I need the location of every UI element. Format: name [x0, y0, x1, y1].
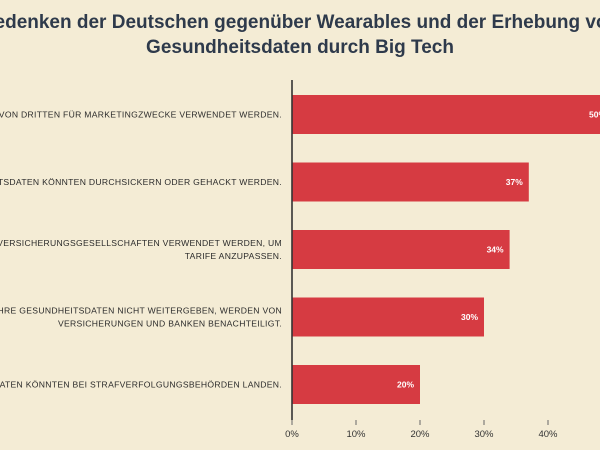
category-label-1: DATEN VON DRITTEN FÜR MARKETINGZWECKE VE…	[0, 110, 282, 120]
category-label-3-line-2: TARIFE ANZUPASSEN.	[185, 251, 282, 261]
data-label-3: 34%	[487, 245, 504, 255]
bar-2	[292, 162, 529, 202]
category-label-3-line-1: DATEN VON VERSICHERUNGSGESELLSCHAFTEN VE…	[0, 238, 282, 248]
bar-3	[292, 230, 510, 269]
category-label-5: DATEN KÖNNTEN BEI STRAFVERFOLGUNGSBEHÖRD…	[0, 380, 282, 390]
x-tick-label-4: 30%	[474, 429, 494, 440]
data-label-1: 50%	[589, 110, 600, 120]
category-label-4-line-2: VERSICHERUNGEN UND BANKEN BENACHTEILIGT.	[58, 319, 282, 329]
data-label-4: 30%	[461, 312, 478, 322]
data-label-5: 20%	[397, 380, 414, 390]
x-tick-label-2: 10%	[346, 429, 366, 440]
data-label-2: 37%	[506, 177, 523, 187]
x-tick-label-3: 20%	[410, 429, 430, 440]
category-label-4-line-1: WER IHRE GESUNDHEITSDATEN NICHT WEITERGE…	[0, 306, 282, 316]
chart-title: Bedenken der Deutschen gegenüber Wearabl…	[0, 10, 600, 60]
x-tick-label-5: 40%	[538, 429, 558, 440]
bar-4	[292, 297, 484, 337]
chart-title-line-2: Gesundheitsdaten durch Big Tech	[146, 37, 454, 58]
chart-title-line-1: Bedenken der Deutschen gegenüber Wearabl…	[0, 12, 600, 33]
category-label-2: GESUNDHEITSDATEN KÖNNTEN DURCHSICKERN OD…	[0, 177, 282, 187]
bar-1	[292, 95, 600, 134]
x-tick-label-1: 0%	[285, 429, 299, 440]
bar-5	[292, 365, 420, 404]
